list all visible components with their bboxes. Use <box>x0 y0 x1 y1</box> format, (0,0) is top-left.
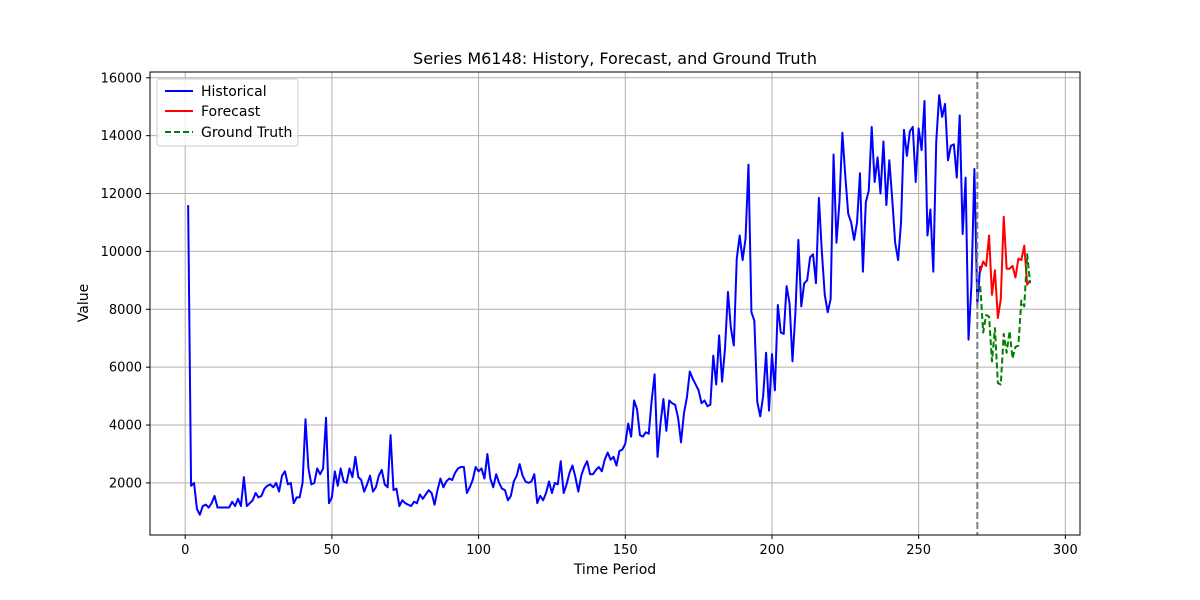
x-tick-label: 50 <box>324 543 341 558</box>
x-tick-label: 200 <box>760 543 785 558</box>
y-tick-label: 16000 <box>101 71 142 86</box>
x-tick-label: 300 <box>1053 543 1078 558</box>
series-line-historical <box>187 94 982 516</box>
x-tick-label: 150 <box>613 543 638 558</box>
legend: Historical Forecast Ground Truth <box>156 78 299 147</box>
series-line-ground-truth <box>979 253 1032 386</box>
chart-title: Series M6148: History, Forecast, and Gro… <box>413 49 817 68</box>
y-tick-label: 6000 <box>109 361 142 376</box>
plot-frame <box>149 71 1081 536</box>
x-tick-label: 250 <box>906 543 931 558</box>
axis-ticks: 0 50 100 150 200 250 300 2000 4000 6000 8000 10000 1… <box>101 71 1078 558</box>
x-tick-label: 0 <box>181 543 189 558</box>
y-tick-label: 12000 <box>101 187 142 202</box>
legend-label-historical: Historical <box>201 84 267 100</box>
y-tick-label: 4000 <box>109 419 142 434</box>
x-tick-label: 100 <box>466 543 491 558</box>
y-tick-label: 10000 <box>101 245 142 260</box>
y-tick-label: 8000 <box>109 303 142 318</box>
legend-label-ground-truth: Ground Truth <box>201 125 292 141</box>
legend-frame <box>156 78 299 147</box>
series-line-forecast <box>979 215 1031 319</box>
x-axis-label: Time Period <box>573 562 656 578</box>
y-tick-label: 2000 <box>109 476 142 491</box>
y-axis-label: Value <box>76 284 92 322</box>
legend-label-forecast: Forecast <box>201 104 261 120</box>
y-tick-label: 14000 <box>101 129 142 144</box>
series-lines <box>187 72 1032 535</box>
